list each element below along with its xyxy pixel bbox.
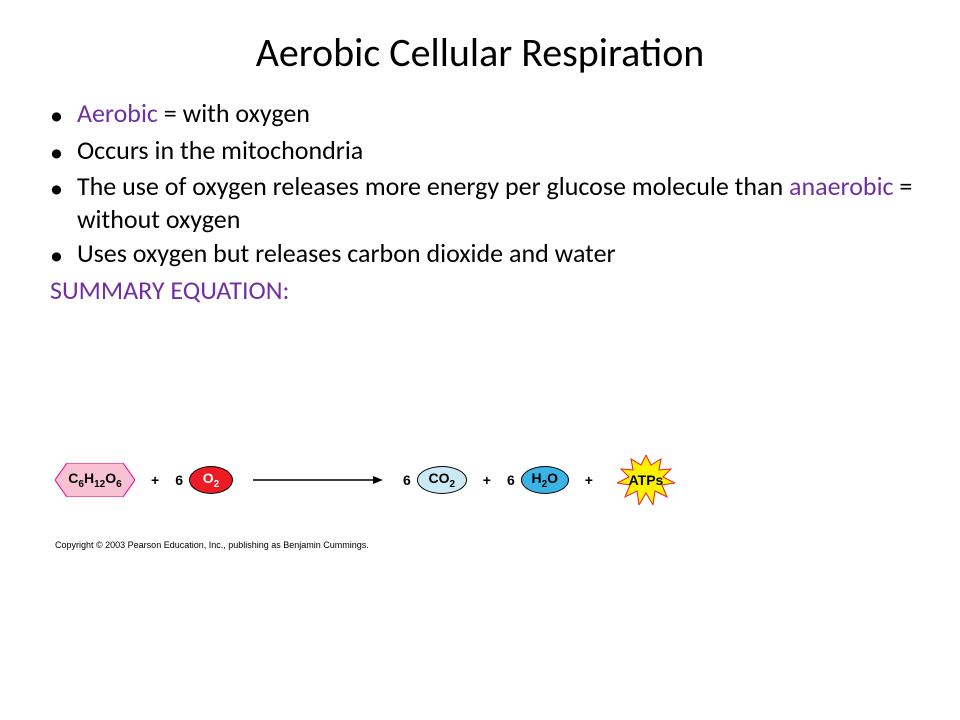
coefficient-6: 6 [403,472,411,488]
h2o-oval: H2O [521,466,569,494]
bullet-item-1: • Aerobic = with oxygen [50,97,920,132]
bullet-item-3: • The use of oxygen releases more energy… [50,170,920,235]
bullet-item-4: • Uses oxygen but releases carbon dioxid… [50,237,920,272]
glucose-formula: C6H12O6 [68,470,121,490]
slide-title: Aerobic Cellular Respiration [0,0,960,97]
bullet-dot-icon: • [50,239,63,272]
bullet-list: • Aerobic = with oxygen • Occurs in the … [0,97,960,272]
bullet-1-rest: = with oxygen [158,97,310,129]
arrow-icon [253,475,383,485]
copyright-text: Copyright © 2003 Pearson Education, Inc.… [55,540,369,550]
bullet-3-text-a: The use of oxygen releases more energy p… [77,170,789,202]
co2-oval: CO2 [417,466,467,494]
bullet-4-text: Uses oxygen but releases carbon dioxide … [77,237,616,270]
bullet-dot-icon: • [50,172,63,205]
plus-sign: + [585,472,593,488]
equation-diagram: C6H12O6 + 6 O2 6 CO2 + 6 H2O + ATPs [55,455,905,505]
bullet-item-2: • Occurs in the mitochondria [50,134,920,169]
bullet-3-term: anaerobic [789,170,893,202]
coefficient-6: 6 [507,472,515,488]
h2o-formula: H2O [531,470,558,490]
glucose-hexagon: C6H12O6 [55,463,135,497]
plus-sign: + [151,472,159,488]
oxygen-oval: O2 [189,466,233,494]
reaction-arrow [253,475,383,485]
plus-sign: + [483,472,491,488]
summary-equation-label: SUMMARY EQUATION: [0,274,960,306]
atp-label: ATPs [629,472,664,488]
bullet-2-text: Occurs in the mitochondria [77,134,363,167]
bullet-dot-icon: • [50,136,63,169]
atp-starburst: ATPs [617,455,675,505]
bullet-dot-icon: • [50,99,63,132]
coefficient-6: 6 [175,472,183,488]
bullet-1-term: Aerobic [77,97,158,129]
co2-formula: CO2 [429,470,456,490]
o2-formula: O2 [203,470,219,490]
